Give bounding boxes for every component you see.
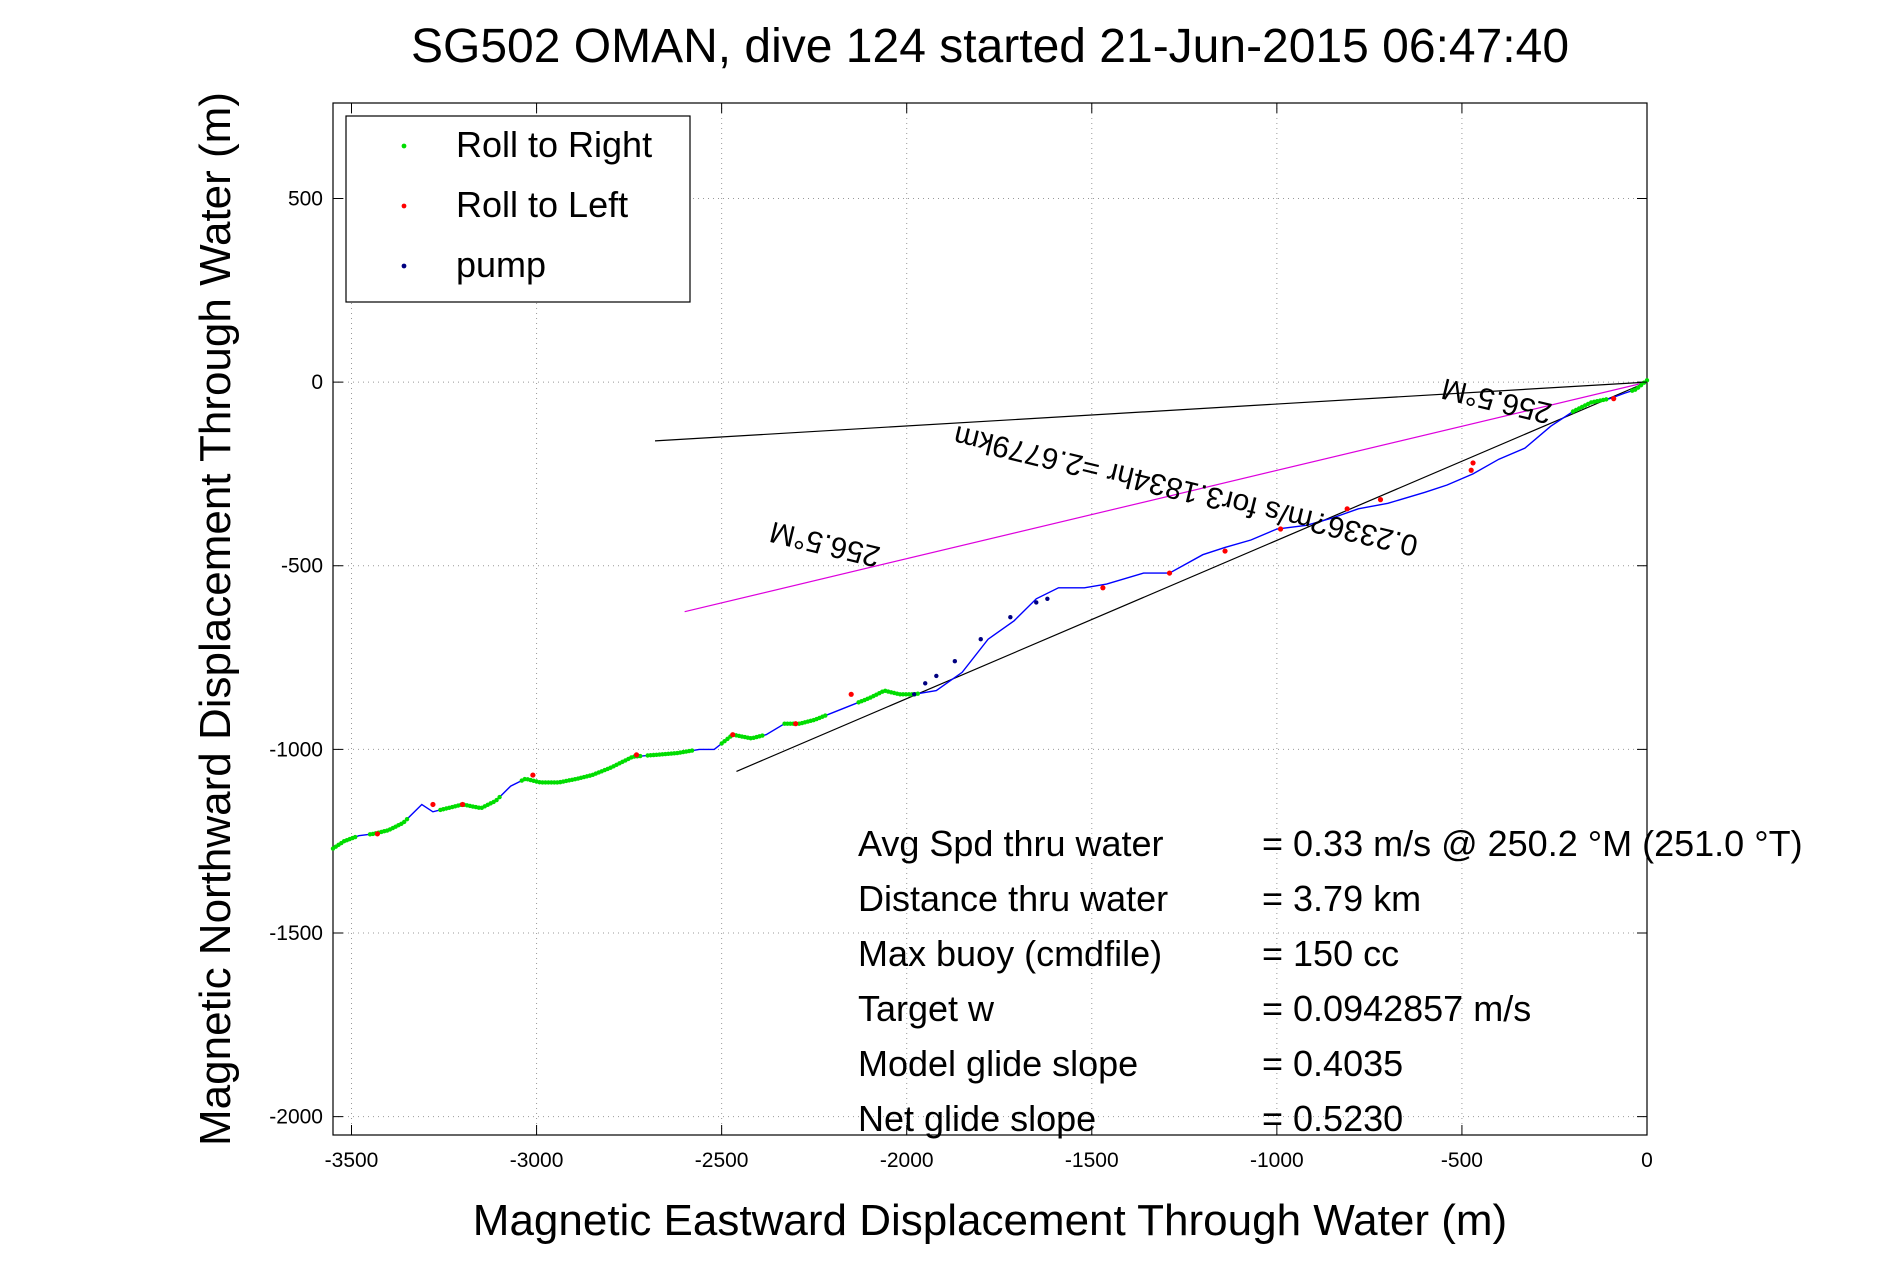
roll-left-point <box>1166 570 1173 576</box>
roll-left-point <box>374 831 381 837</box>
reference-line <box>654 381 1648 442</box>
roll-left-point <box>1468 467 1474 473</box>
roll-left-point <box>1470 460 1476 466</box>
x-tick-label: 0 <box>1641 1149 1653 1172</box>
x-axis-label: Magnetic Eastward Displacement Through W… <box>473 1196 1507 1245</box>
legend-marker <box>401 143 407 149</box>
roll-left-point <box>430 801 436 808</box>
roll-right-point <box>1604 397 1609 402</box>
roll-left-point <box>1222 548 1228 554</box>
roll-left-point <box>1100 585 1106 591</box>
x-tick-label: -1000 <box>1250 1149 1304 1172</box>
x-tick-label: -500 <box>1441 1149 1483 1172</box>
roll-right-point <box>497 794 502 800</box>
legend-label: Roll to Right <box>456 124 652 165</box>
pump-point <box>1045 596 1050 602</box>
stat-value: = 150 cc <box>1262 933 1399 974</box>
stat-value: = 0.4035 <box>1262 1043 1403 1084</box>
stat-label: Model glide slope <box>858 1043 1138 1084</box>
legend-marker <box>401 203 407 209</box>
track-annotation: 256.5°M <box>767 515 884 573</box>
track-annotation: 256.5°M <box>1438 371 1555 429</box>
y-tick-label: 500 <box>288 187 323 210</box>
roll-right-point <box>760 733 765 738</box>
y-tick-label: -1000 <box>269 738 323 761</box>
pump-point <box>934 673 939 679</box>
roll-right-point <box>1644 378 1650 383</box>
roll-right-point <box>1635 385 1641 390</box>
roll-right-point <box>689 748 695 753</box>
roll-right-point <box>404 816 410 822</box>
roll-right-point <box>638 753 643 759</box>
stat-value: = 3.79 km <box>1262 878 1421 919</box>
roll-left-point <box>633 752 640 758</box>
pump-point <box>923 681 928 686</box>
stat-value: = 0.33 m/s @ 250.2 °M (251.0 °T) <box>1262 823 1803 864</box>
roll-left-point <box>1344 506 1350 512</box>
x-tick-label: -3500 <box>325 1149 379 1172</box>
roll-left-point <box>459 801 466 808</box>
stat-label: Distance thru water <box>858 878 1168 919</box>
stat-label: Target w <box>858 988 995 1029</box>
roll-left-point <box>730 732 736 738</box>
roll-left-point <box>848 691 854 697</box>
legend-marker <box>401 263 407 269</box>
roll-right-point <box>494 797 499 803</box>
roll-right-point <box>823 713 828 718</box>
legend-label: Roll to Left <box>456 184 628 225</box>
plot-frame <box>332 102 1648 1136</box>
track-annotation: 0.2336?m/s for3.1834hr =2.6779km <box>950 419 1421 562</box>
roll-left-point <box>793 721 799 727</box>
pump-point <box>1034 600 1039 605</box>
points <box>330 378 1650 851</box>
roll-right-point <box>353 834 358 840</box>
y-tick-label: -1500 <box>269 922 323 945</box>
x-tick-label: -1500 <box>1065 1149 1119 1172</box>
reference-line <box>736 381 1648 772</box>
roll-left-point <box>530 772 536 778</box>
chart-title: SG502 OMAN, dive 124 started 21-Jun-2015… <box>411 20 1569 73</box>
y-tick-label: 0 <box>311 371 323 394</box>
roll-left-point <box>1377 497 1384 503</box>
roll-right-point <box>915 691 921 696</box>
roll-left-point <box>1611 396 1617 402</box>
pump-point <box>978 636 983 642</box>
ticks: -3500 -3000 -2500 -2000 -1500 -1000 -500 0 -2000… <box>269 103 1653 1172</box>
stat-label: Max buoy (cmdfile) <box>858 933 1162 974</box>
y-axis-label: Magnetic Northward Displacement Through … <box>191 92 240 1146</box>
pump-point <box>1008 614 1013 620</box>
x-tick-label: -2500 <box>695 1149 749 1172</box>
reference-lines <box>654 381 1648 772</box>
stat-label: Net glide slope <box>858 1098 1096 1139</box>
stats-panel: Avg Spd thru water = 0.33 m/s @ 250.2 °M … <box>858 823 1803 1139</box>
roll-right-point <box>1638 382 1644 388</box>
y-tick-label: -2000 <box>269 1106 323 1129</box>
pump-point <box>952 659 958 664</box>
legend-label: pump <box>456 244 546 285</box>
roll-right-point <box>401 819 407 825</box>
roll-left-point <box>1277 526 1284 532</box>
y-tick-label: -500 <box>281 555 323 578</box>
stat-value: = 0.5230 <box>1262 1098 1403 1139</box>
x-tick-label: -3000 <box>510 1149 564 1172</box>
pump-point <box>911 692 917 697</box>
reference-line <box>684 381 1648 613</box>
stat-value: = 0.0942857 m/s <box>1262 988 1531 1029</box>
legend: Roll to Right Roll to Left pump <box>345 115 691 303</box>
stat-label: Avg Spd thru water <box>858 823 1164 864</box>
x-tick-label: -2000 <box>880 1149 934 1172</box>
